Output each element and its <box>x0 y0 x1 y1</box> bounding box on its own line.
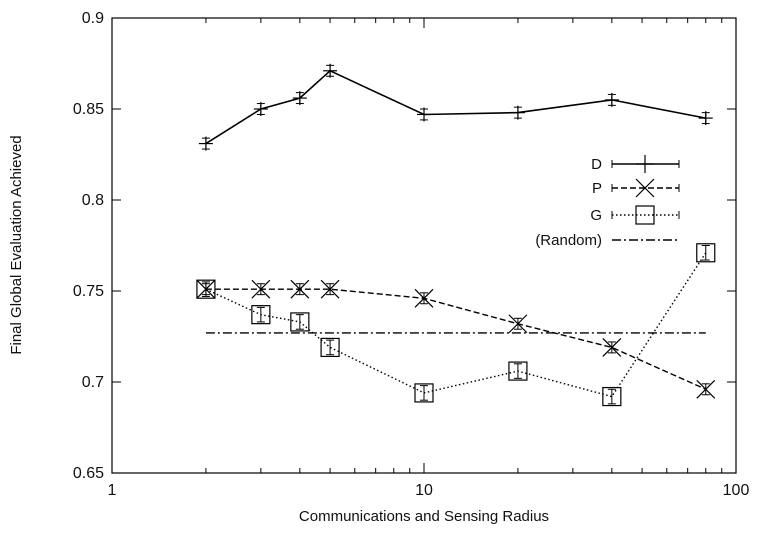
square-marker <box>320 337 340 358</box>
x-marker-b <box>251 279 271 299</box>
x-marker-b <box>696 379 716 399</box>
y-tick-label: 0.9 <box>82 10 104 27</box>
square-marker <box>602 386 622 407</box>
x-marker-b <box>320 279 340 299</box>
y-axis-label: Final Global Evaluation Achieved <box>8 135 25 354</box>
series-line-d <box>205 69 706 145</box>
legend: DPG (Random) <box>535 155 680 249</box>
x-tick-label: 100 <box>723 482 750 499</box>
legend-label-random: (Random) <box>535 232 602 249</box>
legend-label-d: D <box>591 156 602 173</box>
y-tick-label: 0.65 <box>73 465 104 482</box>
y-tick-label: 0.7 <box>82 374 104 391</box>
x-marker-b <box>602 337 622 357</box>
x-marker-b <box>290 279 310 299</box>
square-marker <box>696 243 716 263</box>
square-marker <box>508 361 528 381</box>
x-axis-label: Communications and Sensing Radius <box>299 508 549 525</box>
y-tick-label: 0.8 <box>82 192 104 209</box>
series-line-p <box>205 288 707 390</box>
legend-label-g: G <box>590 207 602 224</box>
x-tick-label: 10 <box>415 482 433 499</box>
y-axis: 0.65 0.7 0.75 0.8 0.85 0.9 <box>73 10 736 482</box>
series-p <box>196 279 716 399</box>
legend-label-p: P <box>592 180 602 197</box>
x-axis: 1 10 100 <box>108 18 750 499</box>
plot-frame <box>111 17 737 474</box>
series-g <box>196 243 716 407</box>
x-marker-b <box>414 288 434 308</box>
x-tick-label: 1 <box>108 482 117 499</box>
y-tick-label: 0.85 <box>73 101 104 118</box>
square-marker <box>290 312 310 332</box>
series-line-g <box>205 252 707 398</box>
square-marker <box>635 205 655 225</box>
square-marker <box>251 305 271 325</box>
square-marker <box>196 279 216 299</box>
y-tick-label: 0.75 <box>73 283 104 300</box>
square-marker <box>414 383 434 403</box>
series-d <box>198 63 713 151</box>
x-marker-b <box>635 178 655 198</box>
series-layer <box>196 63 716 407</box>
x-marker-b <box>508 314 528 334</box>
